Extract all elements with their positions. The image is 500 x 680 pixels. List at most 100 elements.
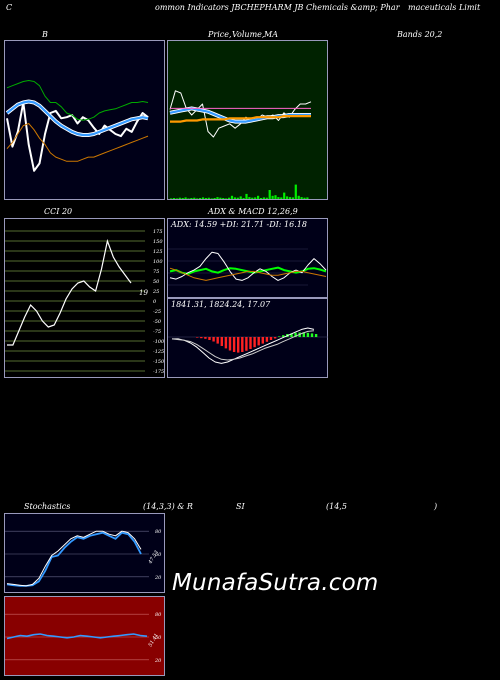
cci-tick-label: 0	[153, 299, 157, 305]
macd-histogram-bar	[245, 337, 248, 351]
macd-histogram-bar	[290, 333, 293, 337]
stoch-panel: 80 50 20 47.53	[4, 513, 165, 593]
macd-histogram-bar	[273, 337, 277, 339]
macd-histogram-bar	[196, 337, 199, 338]
volume-bar	[219, 197, 222, 199]
macd-histogram-bar	[212, 337, 215, 342]
volume-bar	[230, 195, 234, 199]
cci-label: CCI 20	[44, 207, 73, 216]
volume-bar	[239, 196, 242, 199]
cci-tick-label: -150	[153, 359, 165, 365]
bollinger-panel	[4, 40, 165, 200]
cci-tick-label: -75	[153, 329, 161, 335]
volume-bar	[190, 198, 193, 199]
price-label: Price,	[208, 30, 232, 39]
macd-histogram-bar	[269, 337, 273, 340]
volume-bar	[303, 197, 306, 199]
volume-bar	[251, 197, 254, 199]
volume-bar	[184, 197, 187, 199]
stoch-title-c: SI	[236, 502, 245, 511]
bb-series-lower	[6, 123, 149, 162]
stoch-title-a: Stochastics	[24, 502, 71, 511]
macd-histogram-bar	[228, 337, 232, 351]
macd-histogram-bar	[265, 337, 269, 342]
bb-series-upper	[6, 80, 149, 121]
volume-bar	[196, 198, 199, 199]
macd-readout: 1841.31, 1824.24, 17.07	[171, 300, 271, 309]
adx-title: ADX & MACD 12,26,9	[208, 207, 298, 216]
bands-label: Bands 20,2	[397, 30, 443, 39]
macd-histogram-bar	[314, 334, 318, 337]
macd-histogram-bar	[220, 337, 223, 346]
macd-histogram-bar	[237, 337, 240, 353]
header-title-left: ommon Indicators JBCHEPHARM JB Chemicals…	[155, 3, 400, 12]
volume-bar	[181, 198, 184, 199]
macd-histogram-bar	[232, 337, 236, 352]
cci-tick-label: -25	[153, 309, 161, 315]
watermark: MunafaSutra.com	[172, 570, 379, 596]
cci-value-label: 19	[139, 289, 148, 297]
macd-histogram-bar	[257, 337, 260, 346]
macd-histogram-bar	[241, 337, 244, 352]
cci-tick-label: 175	[153, 229, 163, 235]
bb-label: B	[42, 30, 48, 39]
macd-histogram-bar	[208, 337, 211, 340]
stoch-tick-label: 80	[155, 529, 162, 535]
volume-bar	[291, 197, 294, 199]
volume-bar	[271, 195, 274, 199]
adx-series-di	[169, 251, 327, 281]
macd-panel	[167, 298, 328, 378]
volume-bar	[193, 197, 196, 199]
cci-chart: 175 150 125 100 75 50 25 0 -25 -50 -75 -100 -125 -150…	[5, 229, 165, 375]
volume-bar	[248, 197, 251, 199]
volume-bar	[277, 197, 280, 199]
volume-bar	[222, 198, 225, 199]
volume-bar	[280, 197, 283, 199]
stoch-tick-label: 50	[155, 552, 162, 558]
cci-panel: 175 150 125 100 75 50 25 0 -25 -50 -75 -100 -125 -150…	[4, 218, 165, 378]
stoch-title-e: )	[434, 502, 438, 511]
volume-bar	[210, 198, 213, 199]
macd-histogram-bar	[224, 337, 228, 349]
header-title-right: maceuticals Limit	[408, 3, 481, 12]
volume-bar	[300, 197, 303, 199]
rsi-tick-label: 80	[155, 612, 162, 618]
volume-bar	[172, 198, 176, 199]
macd-histogram-bar	[249, 337, 252, 349]
volume-bar	[225, 198, 228, 199]
volume-bar	[297, 195, 300, 199]
adx-panel	[167, 218, 328, 298]
price-volume-chart	[169, 90, 312, 199]
cci-tick-label: -100	[153, 339, 165, 345]
cci-tick-label: -175	[153, 369, 164, 375]
volume-bar	[245, 193, 248, 199]
header-c: C	[6, 3, 13, 12]
macd-series-signal	[171, 330, 315, 361]
stoch-title-d: (14,5	[326, 502, 347, 511]
adx-series-adx	[169, 267, 327, 281]
volume-bar	[213, 198, 216, 199]
cci-tick-label: 50	[153, 279, 160, 285]
volume-bar	[178, 197, 181, 199]
macd-histogram-bar	[261, 337, 264, 344]
volume-bar	[170, 198, 173, 199]
macd-histogram-bar	[204, 337, 207, 339]
stoch-series-pct-d	[6, 530, 142, 587]
volume-bar	[233, 197, 236, 199]
volume-bar	[175, 198, 178, 199]
volume-bar	[306, 197, 309, 199]
volume-bar	[204, 198, 207, 199]
stoch-tick-label: 20	[154, 575, 162, 581]
volume-bar	[187, 198, 190, 199]
volume-bar	[201, 197, 205, 199]
volume-label: Volume,	[232, 30, 265, 39]
volume-bar	[199, 198, 202, 199]
adx-readout: ADX: 14.59 +DI: 21.71 -DI: 16.18	[171, 220, 307, 229]
volume-bar	[216, 197, 219, 199]
macd-histogram-bar	[282, 335, 285, 337]
macd-histogram-bar	[310, 333, 314, 337]
volume-bar	[268, 190, 271, 199]
cci-tick-label: -50	[153, 319, 162, 325]
cci-tick-label: 100	[153, 259, 163, 265]
